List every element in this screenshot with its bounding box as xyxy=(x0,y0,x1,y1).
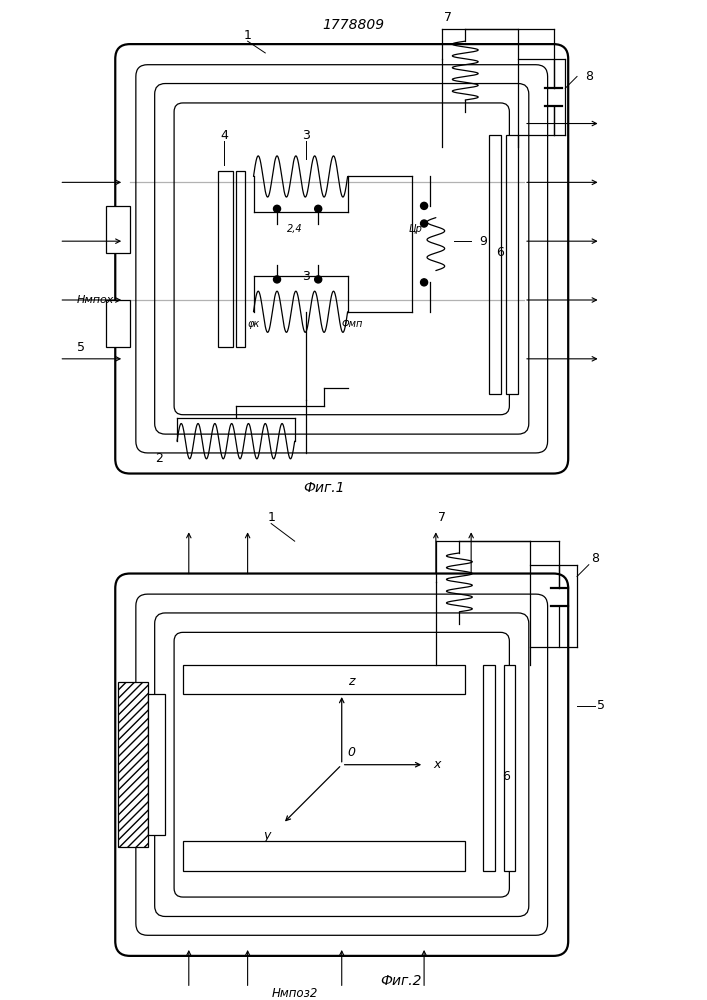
Text: 8: 8 xyxy=(590,552,599,565)
Text: x: x xyxy=(433,758,440,771)
Text: 6: 6 xyxy=(503,770,510,783)
Bar xyxy=(107,206,130,253)
Bar xyxy=(183,665,465,694)
Bar xyxy=(503,665,515,871)
Text: z: z xyxy=(348,675,354,688)
Text: 4: 4 xyxy=(220,129,228,142)
Text: 7: 7 xyxy=(438,511,445,524)
Text: Φмп: Φмп xyxy=(341,319,363,329)
Text: Фиг.1: Фиг.1 xyxy=(303,481,345,495)
Circle shape xyxy=(421,279,428,286)
Bar xyxy=(236,171,245,347)
Text: 1: 1 xyxy=(244,29,252,42)
Text: Фиг.2: Фиг.2 xyxy=(380,974,421,988)
Circle shape xyxy=(315,205,322,212)
Text: 5: 5 xyxy=(77,341,85,354)
Text: φк: φк xyxy=(247,319,260,329)
Text: 3: 3 xyxy=(303,270,310,283)
Text: 3: 3 xyxy=(303,129,310,142)
Text: 0: 0 xyxy=(348,746,356,759)
Text: 6: 6 xyxy=(496,246,505,259)
Text: 8: 8 xyxy=(585,70,592,83)
Bar xyxy=(483,665,495,871)
Text: 7: 7 xyxy=(443,11,452,24)
Bar xyxy=(118,682,148,847)
Text: 2,4: 2,4 xyxy=(287,224,303,234)
Circle shape xyxy=(421,202,428,209)
Circle shape xyxy=(274,276,281,283)
Text: Цр: Цр xyxy=(409,224,422,234)
Circle shape xyxy=(274,205,281,212)
Bar xyxy=(489,135,501,394)
Bar xyxy=(183,841,465,871)
Text: 9: 9 xyxy=(479,235,487,248)
Bar xyxy=(506,135,518,394)
Text: 1778809: 1778809 xyxy=(322,18,385,32)
Text: 1: 1 xyxy=(267,511,275,524)
Bar xyxy=(148,694,165,835)
Bar xyxy=(218,171,233,347)
Text: 5: 5 xyxy=(597,699,604,712)
Text: Нмпоз2: Нмпоз2 xyxy=(271,987,318,1000)
Bar xyxy=(107,300,130,347)
Text: y: y xyxy=(264,829,271,842)
Text: Нмпох: Нмпох xyxy=(77,295,115,305)
Circle shape xyxy=(315,276,322,283)
Circle shape xyxy=(421,220,428,227)
Text: 2: 2 xyxy=(156,452,163,465)
